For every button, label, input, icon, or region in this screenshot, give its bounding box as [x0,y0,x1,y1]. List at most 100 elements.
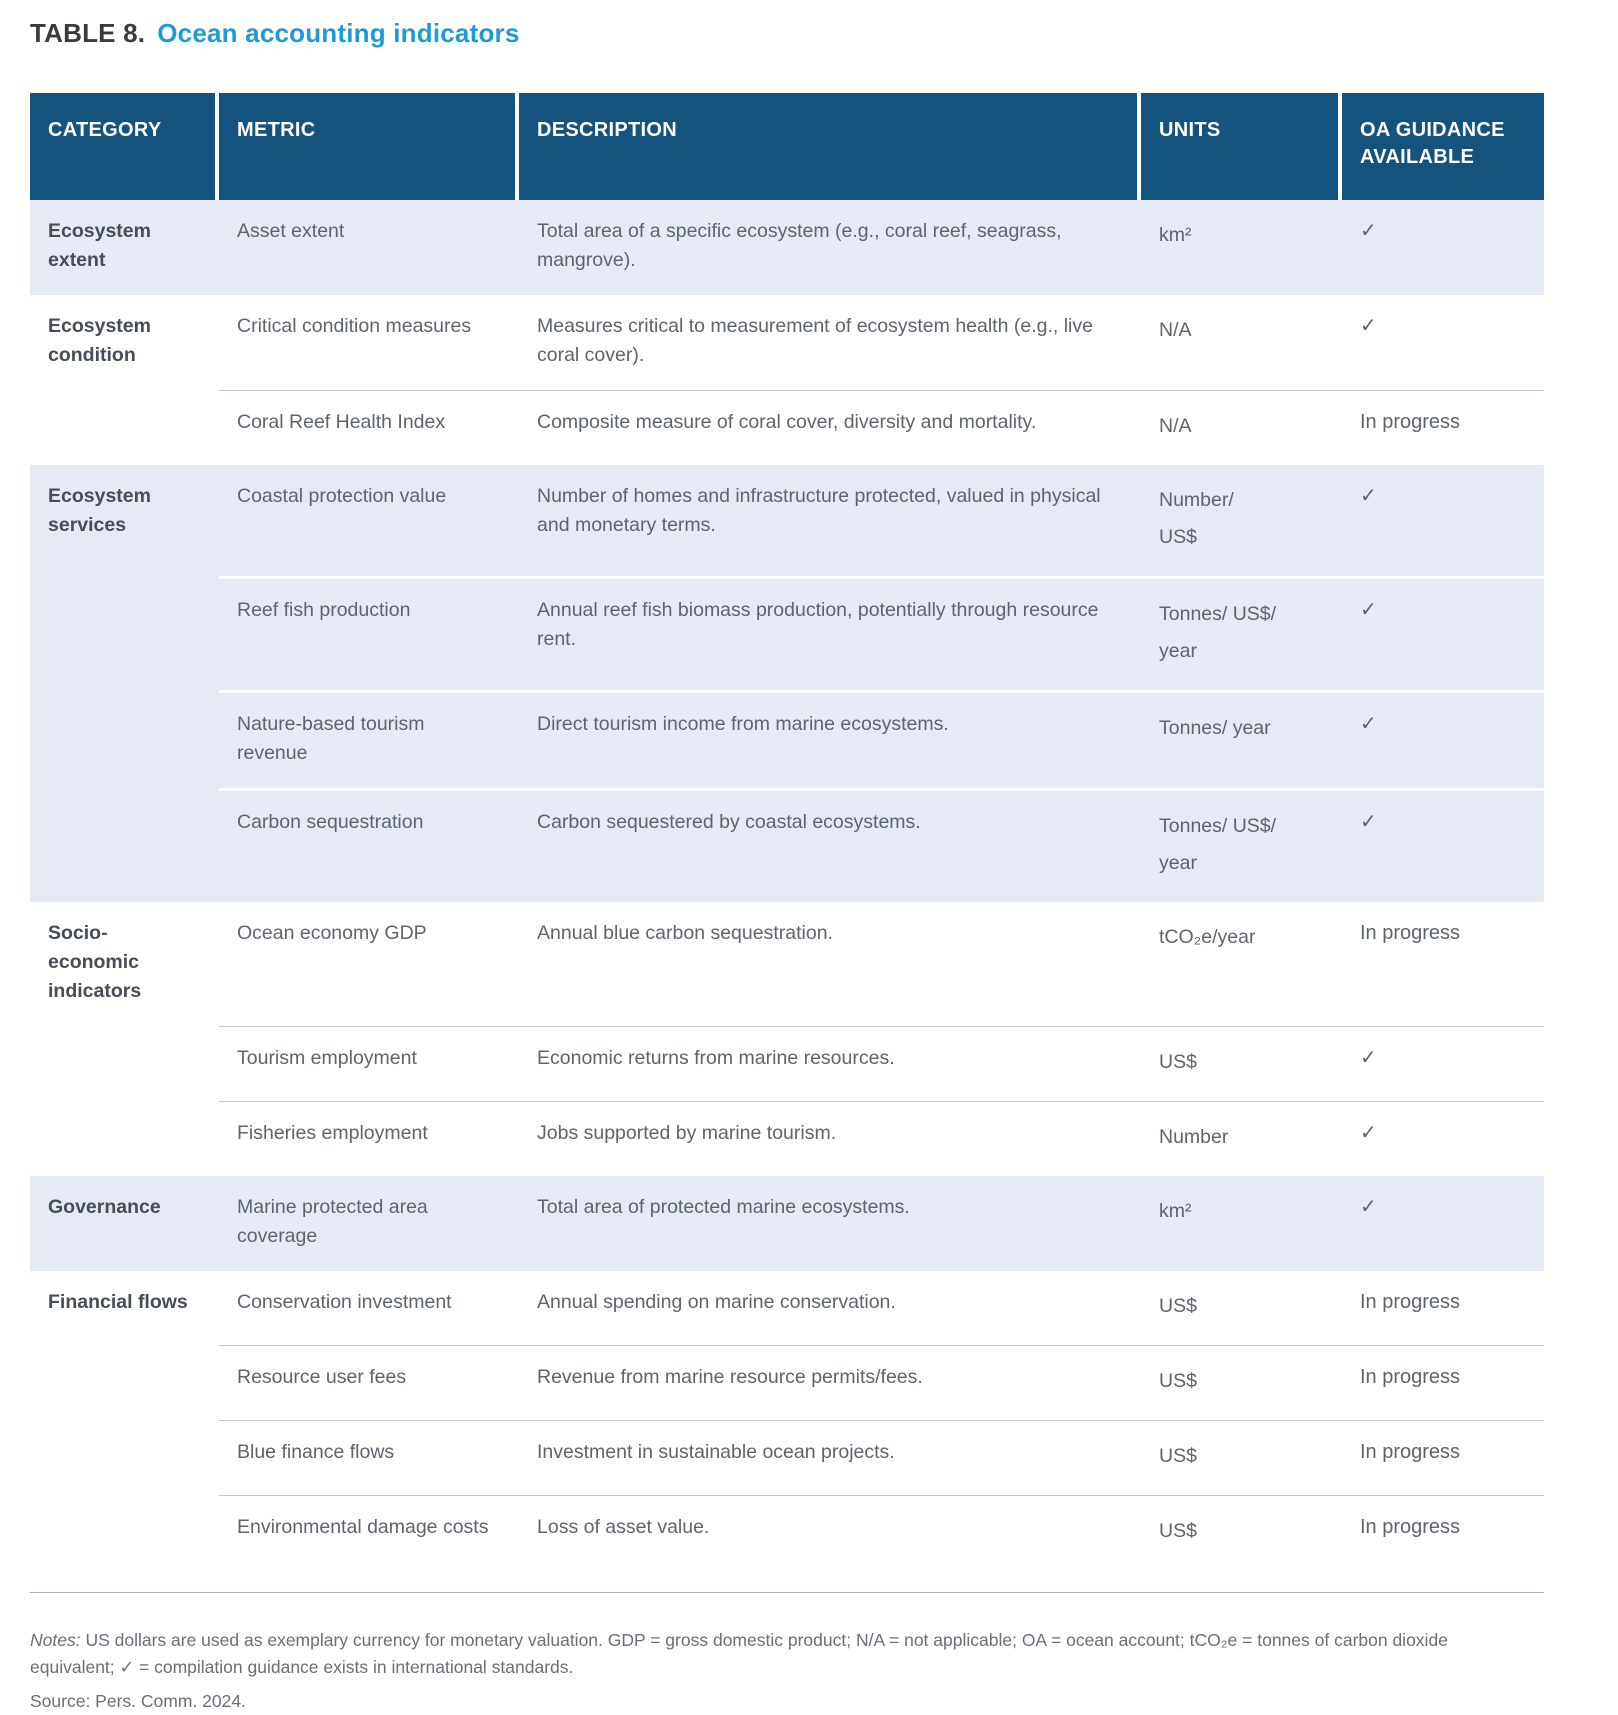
table-row: Governance Marine protected area coverag… [30,1176,1544,1271]
guidance-cell: ✓ [1360,315,1377,337]
group-ecosystem-extent: Ecosystem extent Asset extent Total area… [30,200,1544,295]
metric-cell: Asset extent [237,220,345,242]
metric-cell: Marine protected area coverage [237,1196,428,1247]
category-cell-empty [30,788,219,902]
description-cell: Total area of a specific ecosystem (e.g.… [537,220,1062,271]
table-row: Ecosystem extent Asset extent Total area… [30,200,1544,295]
guidance-cell: ✓ [1360,220,1377,242]
source-text: Pers. Comm. 2024. [90,1691,246,1711]
table-row: Resource user fees Revenue from marine r… [30,1345,1544,1420]
table-row: Reef fish production Annual reef fish bi… [30,576,1544,690]
guidance-cell: In progress [1342,1420,1544,1495]
description-cell: Number of homes and infrastructure prote… [537,485,1101,536]
category-cell: Governance [48,1196,161,1218]
description-cell: Investment in sustainable ocean projects… [519,1420,1141,1495]
table-notes: Notes: US dollars are used as exemplary … [30,1627,1500,1681]
description-cell: Annual blue carbon sequestration. [537,922,833,944]
group-socio-economic-indicators: Socio-economic indicators Ocean economy … [30,902,1544,1176]
table-row: Blue finance flows Investment in sustain… [30,1420,1544,1495]
metric-cell: Conservation investment [237,1291,452,1313]
description-cell: Jobs supported by marine tourism. [519,1101,1141,1176]
header-units: UNITS [1141,93,1342,200]
units-cell: tCO₂e/year [1159,926,1256,948]
units-cell: Tonnes/ US$/ year [1141,788,1342,902]
units-cell: Tonnes/ year [1141,690,1342,788]
description-cell: Economic returns from marine resources. [519,1026,1141,1101]
header-description: DESCRIPTION [519,93,1141,200]
description-cell: Measures critical to measurement of ecos… [537,315,1093,366]
group-governance: Governance Marine protected area coverag… [30,1176,1544,1271]
category-cell-empty [30,690,219,788]
table-row: Ecosystem condition Critical condition m… [30,295,1544,390]
units-cell: US$ [1141,1495,1342,1592]
metric-cell: Blue finance flows [219,1420,519,1495]
header-category: CATEGORY [30,93,219,200]
guidance-cell: ✓ [1360,1196,1377,1218]
guidance-cell: ✓ [1342,1101,1544,1176]
table-row: Financial flows Conservation investment … [30,1271,1544,1345]
description-cell: Total area of protected marine ecosystem… [537,1196,910,1218]
category-cell: Socio-economic indicators [48,922,142,1002]
description-cell: Carbon sequestered by coastal ecosystems… [519,788,1141,902]
table-row: Fisheries employment Jobs supported by m… [30,1101,1544,1176]
notes-label: Notes: [30,1630,81,1650]
category-cell: Financial flows [48,1291,188,1313]
guidance-cell: ✓ [1342,788,1544,902]
description-cell: Annual reef fish biomass production, pot… [519,576,1141,690]
group-ecosystem-condition: Ecosystem condition Critical condition m… [30,295,1544,465]
description-cell: Annual spending on marine conservation. [537,1291,896,1313]
ocean-accounting-table: CATEGORY METRIC DESCRIPTION UNITS OA GUI… [30,93,1544,1593]
table-row: Environmental damage costs Loss of asset… [30,1495,1544,1592]
units-cell: Tonnes/ US$/ year [1141,576,1342,690]
table-title-text: Ocean accounting indicators [157,18,520,48]
category-cell-empty [30,390,219,465]
metric-cell: Reef fish production [219,576,519,690]
description-cell: Revenue from marine resource permits/fee… [519,1345,1141,1420]
units-cell: Number/ US$ [1159,489,1234,548]
category-cell-empty [30,1345,219,1420]
header-oa-guidance: OA GUIDANCE AVAILABLE [1342,93,1544,200]
metric-cell: Ocean economy GDP [237,922,427,944]
guidance-cell: In progress [1342,390,1544,465]
category-cell-empty [30,1420,219,1495]
guidance-cell: In progress [1360,1291,1461,1313]
units-cell: US$ [1141,1026,1342,1101]
metric-cell: Coastal protection value [237,485,447,507]
category-cell-empty [30,1495,219,1592]
table-row: Socio-economic indicators Ocean economy … [30,902,1544,1026]
category-cell: Ecosystem condition [48,315,151,366]
units-cell: US$ [1141,1345,1342,1420]
table-row: Ecosystem services Coastal protection va… [30,465,1544,576]
metric-cell: Coral Reef Health Index [219,390,519,465]
header-metric: METRIC [219,93,519,200]
category-cell-empty [30,1026,219,1101]
metric-cell: Environmental damage costs [219,1495,519,1592]
table-row: Coral Reef Health Index Composite measur… [30,390,1544,465]
units-cell: km² [1159,224,1192,246]
metric-cell: Nature-based tourism revenue [219,690,519,788]
group-financial-flows: Financial flows Conservation investment … [30,1271,1544,1592]
table-header-row: CATEGORY METRIC DESCRIPTION UNITS OA GUI… [30,93,1544,200]
table-source: Source: Pers. Comm. 2024. [30,1688,1618,1715]
guidance-cell: In progress [1342,1345,1544,1420]
guidance-cell: In progress [1342,1495,1544,1592]
table-row: Carbon sequestration Carbon sequestered … [30,788,1544,902]
units-cell: Number [1141,1101,1342,1176]
description-cell: Loss of asset value. [519,1495,1141,1592]
guidance-cell: ✓ [1342,1026,1544,1101]
guidance-cell: ✓ [1342,576,1544,690]
guidance-cell: In progress [1360,922,1461,944]
description-cell: Composite measure of coral cover, divers… [519,390,1141,465]
category-cell-empty [30,1101,219,1176]
units-cell: US$ [1141,1420,1342,1495]
notes-text: US dollars are used as exemplary currenc… [30,1630,1448,1677]
category-cell: Ecosystem services [48,485,151,536]
metric-cell: Critical condition measures [237,315,472,337]
metric-cell: Fisheries employment [219,1101,519,1176]
units-cell: N/A [1141,390,1342,465]
table-title: TABLE 8. Ocean accounting indicators [30,18,1618,49]
units-cell: US$ [1159,1295,1197,1317]
guidance-cell: ✓ [1342,690,1544,788]
category-cell-empty [30,576,219,690]
